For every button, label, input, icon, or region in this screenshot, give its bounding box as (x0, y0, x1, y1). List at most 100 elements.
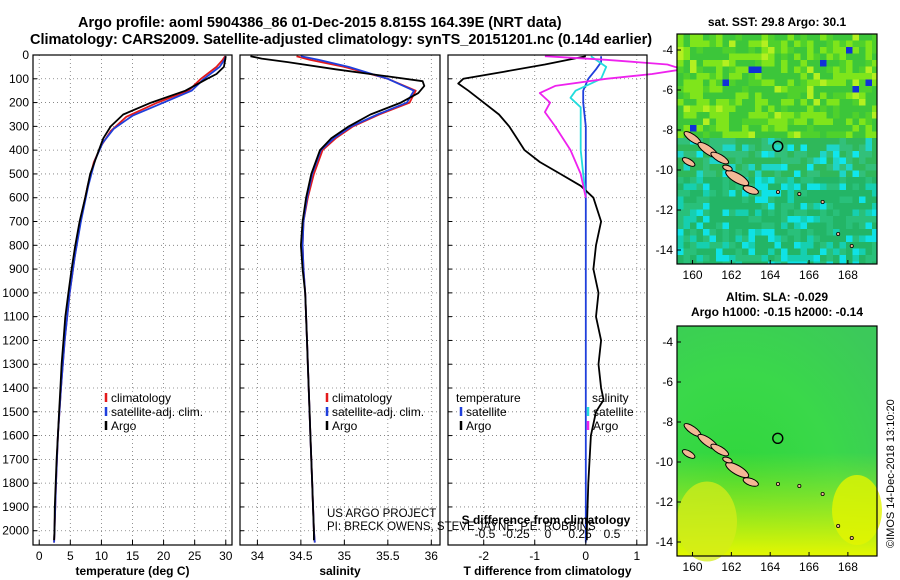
sst-cell (794, 164, 801, 171)
sst-cell (826, 235, 833, 242)
sst-cell (846, 177, 853, 184)
sst-cell (826, 66, 833, 73)
sst-cell (833, 86, 840, 93)
legend-label: climatology (111, 391, 171, 405)
sst-cell (742, 164, 749, 171)
x-tick-label: -1 (529, 549, 540, 563)
sst-cell (787, 170, 794, 177)
sst-cell (683, 151, 690, 158)
legend-label: climatology (332, 391, 392, 405)
sst-cell (690, 157, 697, 164)
sst-cell (820, 47, 827, 54)
sst-cell (800, 196, 807, 203)
sst-cell (839, 125, 846, 132)
sst-cell (768, 99, 775, 106)
sst-cell (820, 151, 827, 158)
sst-cell (774, 66, 781, 73)
sst-cell (748, 47, 755, 54)
sst-cell (677, 255, 684, 262)
sst-cell (800, 99, 807, 106)
sst-cell (761, 79, 768, 86)
sst-cell (781, 105, 788, 112)
sst-cell (800, 209, 807, 216)
sst-cell (800, 203, 807, 210)
sst-cell (735, 216, 742, 223)
sst-cell (859, 131, 866, 138)
sst-cell (677, 40, 684, 47)
sst-cell (703, 216, 710, 223)
sst-cell (826, 86, 833, 93)
sst-cell (761, 118, 768, 125)
sst-cell (872, 73, 877, 80)
sst-cell (872, 229, 877, 236)
sst-cell (833, 203, 840, 210)
sst-cell (690, 73, 697, 80)
series-line-climatology (296, 55, 417, 543)
sst-cell (709, 261, 716, 264)
map-x-tick-label: 160 (683, 268, 703, 282)
sst-cell (794, 105, 801, 112)
sst-cell (800, 248, 807, 255)
sst-cell (722, 79, 729, 86)
sst-cell (703, 40, 710, 47)
sst-cell (781, 40, 788, 47)
sst-cell (787, 242, 794, 249)
sst-cell (696, 79, 703, 86)
sst-cell (774, 235, 781, 242)
sst-cell (859, 255, 866, 262)
sst-cell (865, 99, 872, 106)
legend-label: satellite (593, 405, 634, 419)
sst-cell (755, 99, 762, 106)
sst-cell (781, 196, 788, 203)
sst-cell (690, 248, 697, 255)
sst-cell (846, 131, 853, 138)
sst-cell (722, 40, 729, 47)
sst-cell (859, 229, 866, 236)
small-island (836, 231, 841, 236)
argo-float-marker (772, 140, 784, 153)
sst-cell (839, 235, 846, 242)
y-tick-label: 700 (9, 215, 29, 229)
sst-cell (755, 164, 762, 171)
sst-cell (677, 99, 684, 106)
sst-cell (729, 112, 736, 119)
sst-cell (716, 183, 723, 190)
sst-cell (755, 183, 762, 190)
sst-cell (722, 203, 729, 210)
sst-cell (696, 235, 703, 242)
sst-cell (781, 229, 788, 236)
sst-cell (826, 131, 833, 138)
sst-cell (833, 138, 840, 145)
sst-cell (781, 60, 788, 67)
sst-cell (729, 47, 736, 54)
sst-cell (859, 66, 866, 73)
sst-cell (833, 53, 840, 60)
sst-cell (742, 222, 749, 229)
sst-cell (833, 79, 840, 86)
sst-cell (839, 86, 846, 93)
sst-cell (690, 196, 697, 203)
sst-cell (722, 183, 729, 190)
sst-cell (826, 40, 833, 47)
sst-cell (807, 229, 814, 236)
sst-cell (722, 151, 729, 158)
sst-cell (703, 73, 710, 80)
sst-cell (781, 190, 788, 197)
sst-cell (872, 79, 877, 86)
sst-cell (852, 177, 859, 184)
sst-cell (852, 203, 859, 210)
series-line-satellite (569, 55, 608, 198)
sst-cell (852, 53, 859, 60)
sst-cell (742, 53, 749, 60)
sst-cell (859, 34, 866, 41)
sst-cell (826, 242, 833, 249)
sst-cell (729, 222, 736, 229)
sst-cell (742, 229, 749, 236)
map-y-tick-label: -8 (662, 415, 673, 429)
sst-cell (677, 118, 684, 125)
sst-cell (852, 157, 859, 164)
sst-cell (735, 261, 742, 264)
sst-cell (826, 125, 833, 132)
sst-cell (735, 190, 742, 197)
